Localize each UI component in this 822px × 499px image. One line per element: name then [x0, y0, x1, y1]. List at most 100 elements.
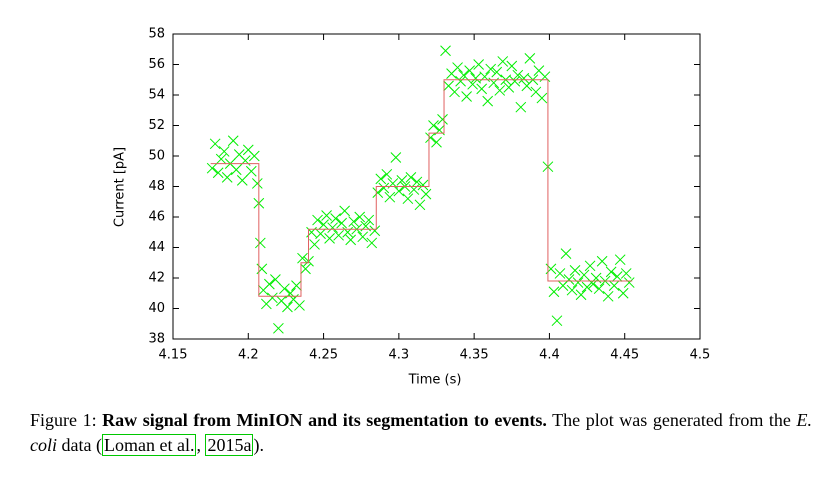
marker	[300, 263, 311, 275]
y-tick-label: 38	[148, 332, 165, 347]
citation[interactable]: 2015a	[205, 434, 254, 456]
marker	[390, 152, 402, 163]
marker	[491, 66, 503, 78]
caption-bold: Raw signal from MinION and its segmentat…	[102, 410, 547, 430]
marker	[428, 120, 439, 131]
marker	[578, 269, 590, 281]
marker	[584, 260, 596, 272]
marker	[596, 255, 608, 267]
x-tick-label: 4.5	[690, 348, 711, 363]
marker	[291, 280, 302, 291]
marker	[536, 92, 548, 104]
marker	[384, 191, 396, 203]
x-tick-label: 4.3	[389, 348, 410, 363]
marker	[245, 165, 257, 177]
y-tick-label: 44	[148, 240, 165, 255]
marker	[315, 228, 326, 240]
marker	[279, 283, 290, 295]
y-axis-label: Current [pA]	[113, 147, 128, 227]
marker	[440, 45, 451, 57]
marker	[605, 266, 617, 278]
marker	[509, 75, 521, 87]
citation[interactable]: Loman et al.	[101, 434, 197, 456]
marker	[267, 292, 278, 304]
marker	[363, 214, 375, 226]
marker	[393, 185, 405, 197]
x-tick-label: 4.15	[159, 348, 188, 363]
marker	[309, 239, 320, 250]
x-axis-label: Time (s)	[408, 373, 462, 388]
marker	[369, 225, 381, 237]
caption-text: ,	[196, 435, 201, 455]
marker	[581, 281, 593, 293]
x-tick-label: 4.25	[309, 348, 338, 363]
marker	[473, 59, 485, 70]
marker	[515, 101, 527, 113]
marker	[366, 237, 378, 249]
marker	[273, 322, 284, 334]
marker	[227, 135, 239, 147]
chart: Time (s) Current [pA] 38 40 42 44 46 48 50 52 54…	[113, 27, 711, 388]
marker	[236, 175, 248, 186]
marker	[206, 162, 218, 174]
marker	[402, 193, 414, 205]
y-tick-label: 46	[148, 210, 165, 225]
marker	[330, 213, 341, 224]
x-tick-label: 4.45	[610, 348, 639, 363]
marker	[212, 167, 224, 179]
marker	[345, 234, 357, 246]
caption-text: ).	[253, 435, 264, 455]
marker	[318, 219, 329, 230]
marker	[354, 211, 366, 223]
marker	[449, 86, 460, 98]
marker	[431, 136, 442, 148]
marker	[312, 214, 323, 226]
marker	[417, 179, 429, 191]
marker	[414, 199, 426, 211]
marker	[617, 287, 629, 299]
y-tick-label: 42	[148, 271, 165, 286]
marker	[372, 187, 384, 198]
marker	[470, 72, 482, 84]
marker	[506, 60, 518, 72]
marker	[467, 78, 478, 90]
y-tick-label: 56	[148, 57, 165, 72]
marker	[518, 72, 530, 84]
y-tick-label: 40	[148, 301, 165, 316]
caption-italic: E. coli	[30, 410, 813, 455]
marker	[575, 289, 587, 301]
marker	[560, 248, 572, 259]
marker	[333, 229, 344, 241]
marker	[425, 132, 436, 144]
x-tick-label: 4.4	[539, 348, 560, 363]
marker	[221, 171, 233, 183]
marker	[614, 254, 626, 266]
marker	[551, 315, 563, 327]
marker	[405, 171, 417, 183]
marker	[569, 265, 581, 276]
marker	[348, 216, 360, 227]
marker	[554, 268, 566, 279]
y-tick-label: 54	[148, 88, 165, 103]
x-tick-label: 4.35	[460, 348, 489, 363]
marker	[566, 284, 578, 296]
marker	[623, 277, 635, 288]
marker	[608, 280, 620, 291]
marker	[336, 217, 347, 229]
marker	[327, 222, 338, 234]
marker	[497, 56, 509, 67]
marker	[378, 182, 390, 194]
marker	[282, 301, 293, 313]
marker	[264, 278, 275, 290]
marker	[215, 153, 227, 165]
caption-label: Figure 1:	[30, 410, 97, 430]
marker	[512, 69, 524, 81]
step-line	[210, 79, 633, 297]
y-tick-label: 48	[148, 179, 165, 194]
marker	[458, 69, 469, 81]
marker	[294, 300, 305, 311]
marker	[248, 150, 260, 162]
marker	[324, 232, 335, 244]
marker	[572, 277, 584, 288]
marker	[461, 91, 472, 102]
